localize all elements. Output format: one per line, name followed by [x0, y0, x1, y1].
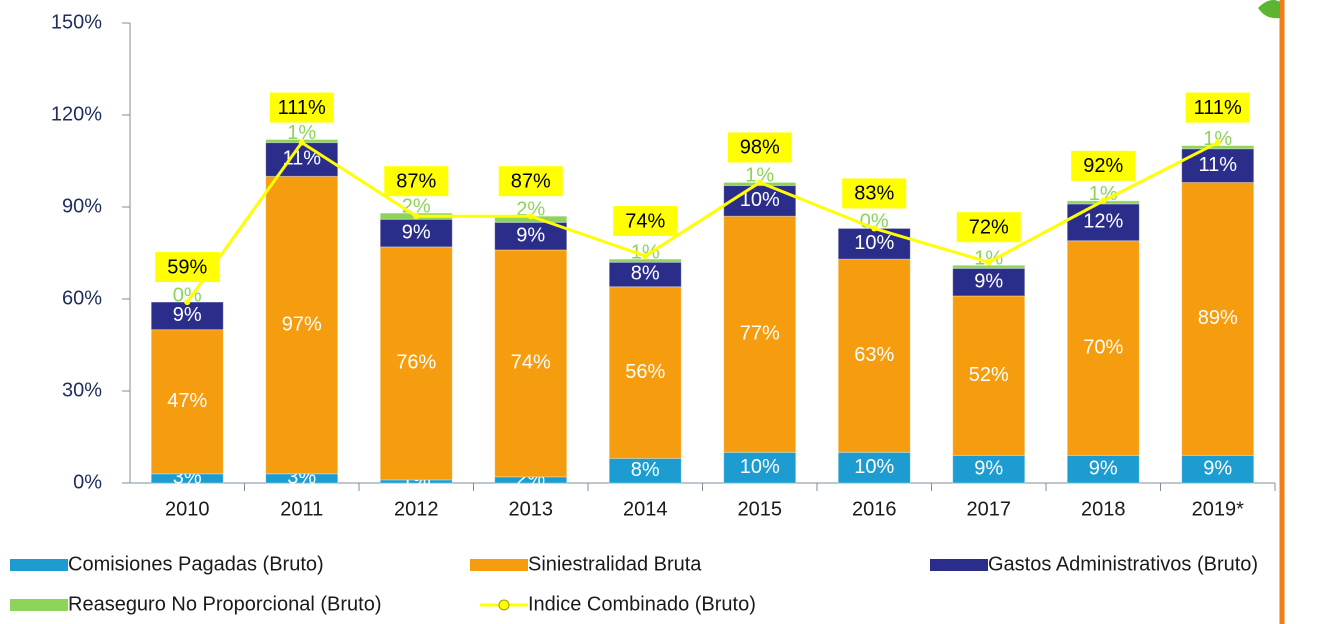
line-marker	[986, 259, 992, 265]
line-label: 87%	[511, 170, 551, 192]
data-label: 10%	[854, 232, 894, 254]
x-tick-label: 2011	[280, 498, 323, 520]
line-marker	[1215, 140, 1221, 146]
data-label: 74%	[511, 352, 551, 374]
line	[187, 143, 1218, 302]
line-label: 59%	[167, 256, 207, 278]
y-tick-label: 150%	[51, 11, 102, 33]
data-label: 56%	[625, 361, 665, 383]
legend-swatch	[499, 600, 509, 610]
x-tick-label: 2014	[623, 498, 668, 520]
data-label: 70%	[1083, 336, 1123, 358]
data-label: 9%	[1089, 457, 1118, 479]
x-tick-label: 2013	[509, 498, 554, 520]
data-label: 76%	[396, 352, 436, 374]
data-label: 77%	[740, 323, 780, 345]
line-label: 72%	[969, 216, 1009, 238]
line-label: 111%	[1194, 97, 1242, 119]
line-label: 74%	[625, 210, 665, 232]
line-label: 87%	[396, 170, 436, 192]
legend-swatch	[930, 559, 988, 571]
data-label: 9%	[1203, 457, 1232, 479]
data-label: 9%	[974, 270, 1003, 292]
legend-swatch	[470, 559, 528, 571]
line-marker	[528, 213, 534, 219]
data-label: 52%	[969, 364, 1009, 386]
chart: 0% 30% 60% 90% 120% 150% 2010 2011 2012 2013 2014 2…	[0, 0, 1326, 624]
x-tick-label: 2010	[165, 498, 210, 520]
data-label: 10%	[854, 456, 894, 478]
x-tick-label: 2016	[852, 498, 897, 520]
line-marker	[871, 225, 877, 231]
line-label: 98%	[740, 137, 780, 159]
y-tick-label: 60%	[62, 287, 102, 309]
line-label: 83%	[854, 183, 894, 205]
legend-label: Siniestralidad Bruta	[528, 553, 702, 575]
data-label: 8%	[631, 459, 660, 481]
legend-label: Reaseguro No Proporcional (Bruto)	[68, 593, 382, 615]
data-label: 89%	[1198, 307, 1238, 329]
legend-label: Gastos Administrativos (Bruto)	[988, 553, 1258, 575]
line-marker	[1100, 198, 1106, 204]
y-tick-label: 90%	[62, 195, 102, 217]
line-marker	[299, 140, 305, 146]
data-label: 63%	[854, 344, 894, 366]
data-label: 9%	[974, 457, 1003, 479]
y-tick-label: 0%	[73, 471, 102, 493]
data-label: 97%	[282, 313, 322, 335]
x-tick-label: 2018	[1081, 498, 1126, 520]
data-label: 8%	[631, 263, 660, 285]
y-tick-label: 120%	[51, 103, 102, 125]
data-label: 9%	[402, 221, 431, 243]
line-marker	[184, 299, 190, 305]
data-label: 12%	[1083, 211, 1123, 233]
line-marker	[642, 253, 648, 259]
x-tick-label: 2019*	[1192, 498, 1244, 520]
legend-label: Comisiones Pagadas (Bruto)	[68, 553, 324, 575]
data-label: 9%	[173, 304, 202, 326]
data-label: 11%	[1198, 154, 1237, 176]
data-label: 10%	[740, 456, 780, 478]
legend-swatch	[10, 599, 68, 611]
data-label: 9%	[516, 224, 545, 246]
line-marker	[413, 213, 419, 219]
legend-label: Indice Combinado (Bruto)	[528, 593, 756, 615]
y-tick-label: 30%	[62, 379, 102, 401]
line-label: 92%	[1083, 155, 1123, 177]
line-marker	[757, 179, 763, 185]
data-label: 47%	[167, 390, 207, 412]
line-label: 111%	[278, 97, 326, 119]
leaf-decoration	[1258, 0, 1280, 18]
x-tick-label: 2015	[738, 498, 783, 520]
x-tick-label: 2012	[394, 498, 439, 520]
legend-swatch	[10, 559, 68, 571]
x-tick-label: 2017	[967, 498, 1012, 520]
